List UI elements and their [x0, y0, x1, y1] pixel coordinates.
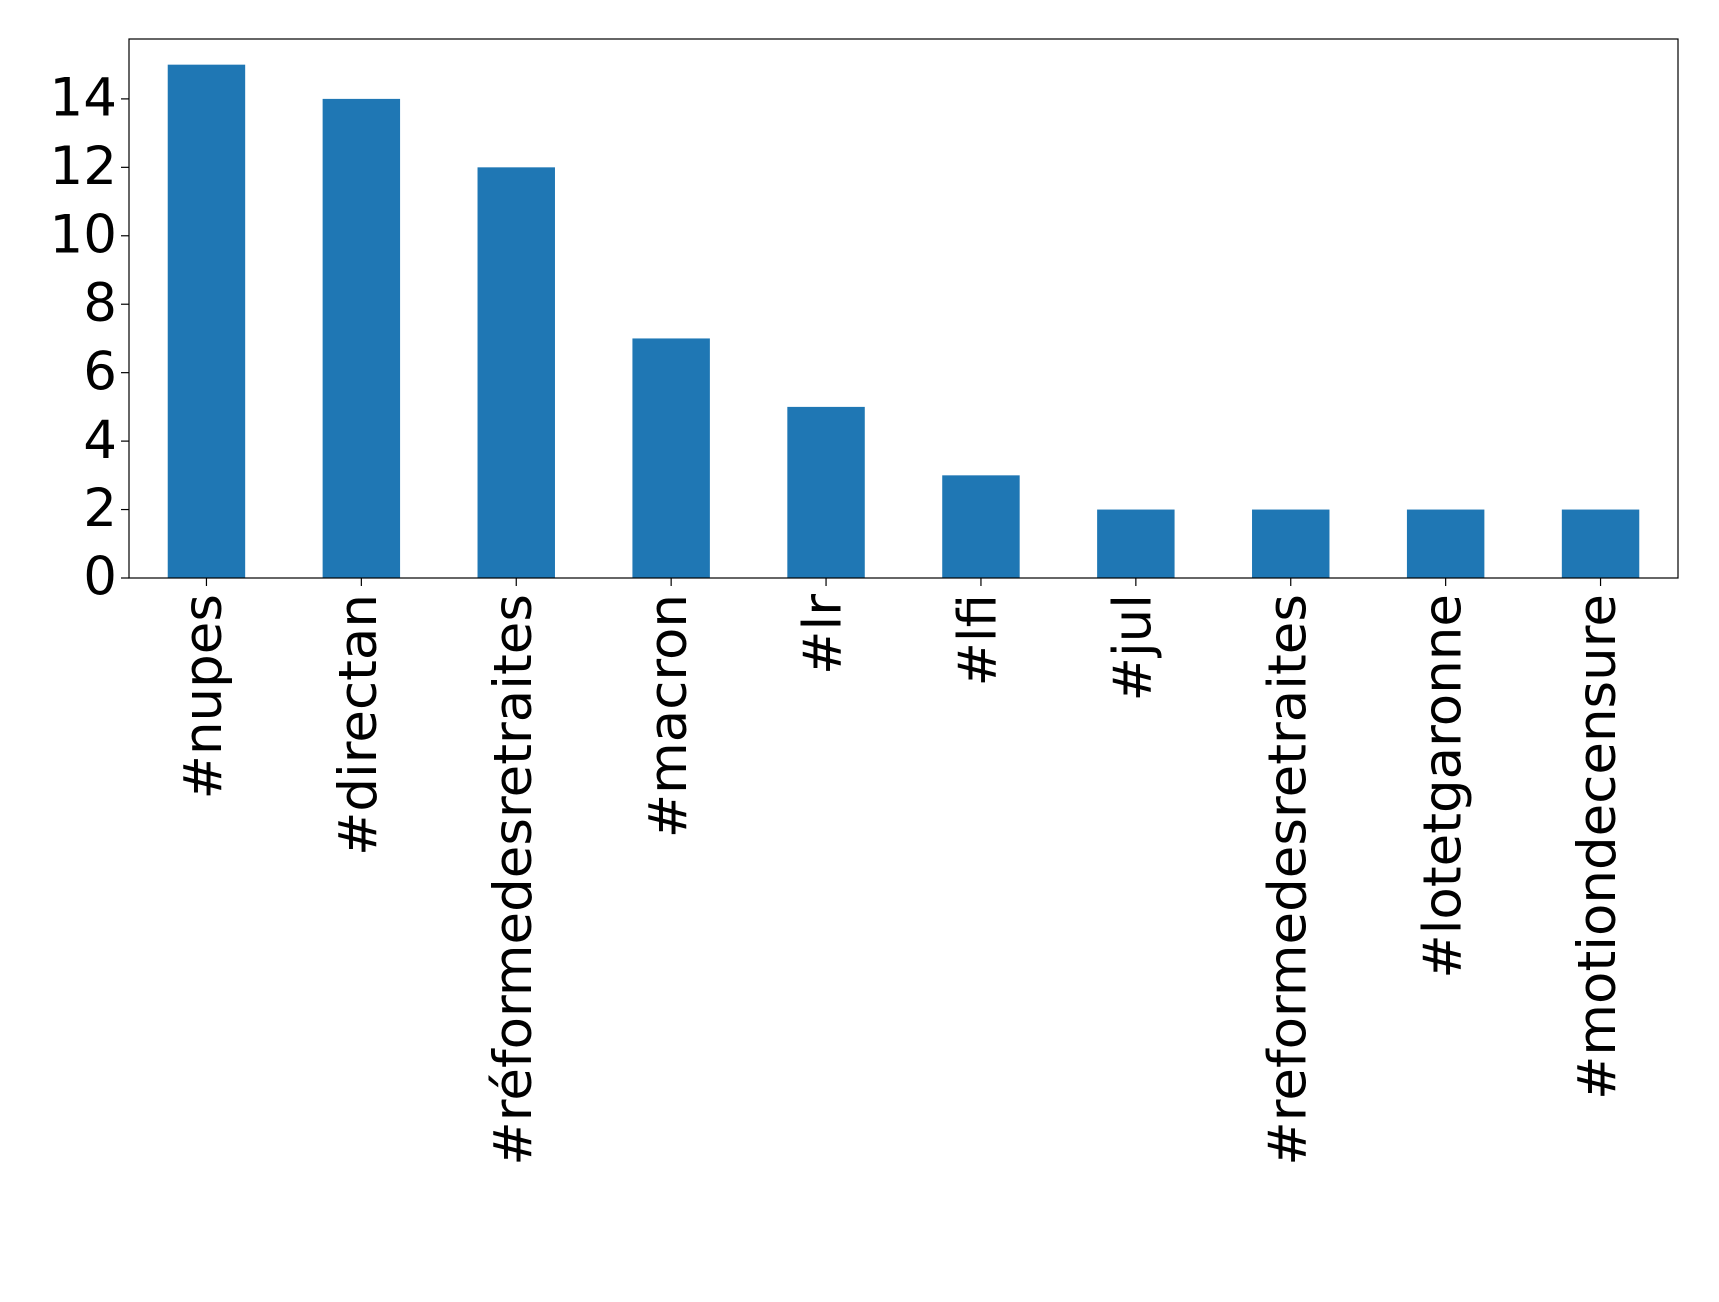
x-tick-label: #lr [793, 594, 854, 675]
y-tick-label: 12 [50, 136, 117, 197]
x-tick-label: #macron [638, 594, 699, 838]
bar [1252, 509, 1330, 578]
bar [322, 98, 401, 578]
plot-frame [128, 38, 1679, 579]
x-tick-label: #lotetgaronne [1412, 594, 1473, 979]
x-tick-label: #réformedesretraites [483, 594, 544, 1166]
y-tick-label: 0 [83, 547, 117, 608]
bar [167, 64, 246, 578]
bar [1406, 509, 1485, 578]
bar [1097, 509, 1175, 578]
y-tick-label: 6 [83, 341, 117, 402]
bar [1561, 509, 1640, 578]
y-tick-label: 2 [83, 478, 117, 539]
x-tick-label: #reformedesretraites [1257, 594, 1318, 1166]
y-tick-label: 8 [83, 273, 117, 334]
x-tick-label: #nupes [173, 594, 234, 799]
x-tick-label: #motiondecensure [1567, 594, 1628, 1100]
bar [477, 167, 555, 579]
y-tick-label: 4 [83, 410, 117, 471]
y-tick-label: 10 [50, 204, 117, 265]
x-tick-label: #lfi [948, 594, 1009, 687]
x-tick-label: #jul [1102, 594, 1163, 701]
bar [942, 475, 1020, 578]
y-tick-label: 14 [50, 68, 117, 129]
bar [787, 406, 865, 578]
bar [632, 338, 710, 578]
x-tick-label: #directan [328, 594, 389, 856]
